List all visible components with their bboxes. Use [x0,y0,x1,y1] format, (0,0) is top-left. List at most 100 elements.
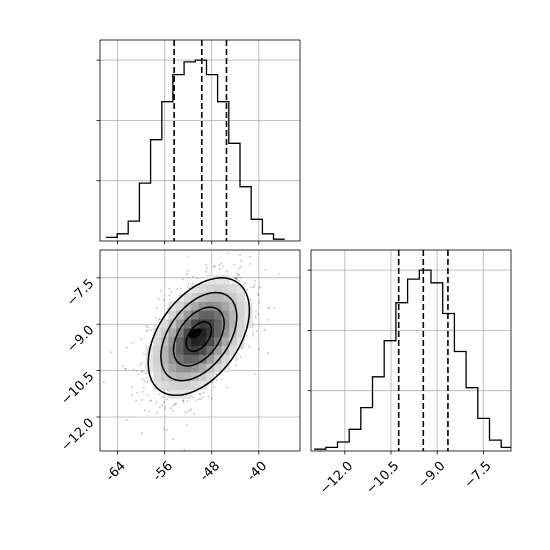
scatter-point [145,376,148,379]
scatter-point [157,297,160,300]
density-cell [236,283,245,294]
density-cell [160,345,170,355]
scatter-point [252,332,255,334]
scatter-point [141,398,144,401]
density-cell [198,292,207,302]
scatter-point [176,288,178,290]
density-cell [183,336,192,346]
scatter-point [188,409,190,412]
density-cell [221,354,230,364]
hist1-quantile-lines [173,40,228,241]
hist2-frame [310,249,512,452]
density-cell [191,363,200,373]
density-cell [236,319,245,329]
scatter-point [266,351,269,354]
density-cell [183,354,192,364]
density-cell [168,354,177,364]
density-cell [206,354,215,364]
scatter-point [253,284,256,287]
density-cell [176,310,185,320]
scatter-point [220,262,223,265]
scatter-point [252,286,255,289]
scatter-point [153,325,156,328]
density-cell [183,363,192,373]
density-cell [198,327,207,338]
density-cell [191,336,200,346]
scatter-point [257,313,259,316]
density-cell [183,345,192,355]
density-cell [198,283,207,294]
scatter-point [137,373,140,376]
density-cell [176,336,185,346]
density-cell [206,292,215,302]
scatter-point [164,407,167,409]
joint-ticks [96,277,260,455]
scatter-point [255,330,258,333]
scatter-point [219,268,221,271]
scatter-point [205,264,208,266]
scatter-point [250,286,253,289]
density-cell [229,336,238,346]
scatter-point [263,329,266,332]
scatter-point [160,289,163,292]
scatter-point [186,285,189,288]
scatter-point [254,280,256,282]
hist2-ticks [307,269,484,455]
scatter-point [136,392,139,394]
scatter-point [186,255,189,258]
scatter-point [175,403,177,405]
density-cell [176,327,185,338]
density-cell [221,327,230,338]
hist2-x-tick-labels: −12.0 −10.5 −9.0 −7.5 [317,459,494,498]
scatter-point [254,316,257,319]
scatter-point [191,396,194,399]
scatter-point [249,263,252,265]
scatter-point [139,364,142,366]
density-cell [145,354,154,364]
scatter-point [126,418,129,421]
scatter-point [149,399,152,402]
scatter-point [239,253,242,256]
scatter-point [154,316,157,319]
scatter-point [186,400,189,402]
scatter-point [236,276,238,279]
scatter-point [125,346,128,349]
density-cell [145,363,154,373]
joint-x-tick-labels: -64 -56 -48 -40 [103,459,270,485]
scatter-point [163,299,165,301]
density-cell [214,319,223,329]
hist2-x-tick-label: −12.0 [317,459,356,498]
scatter-point [147,410,150,413]
scatter-point [258,348,260,351]
density-cell [198,380,207,390]
density-cell [214,327,223,338]
scatter-point [183,448,186,451]
density-cell [168,389,177,399]
density-cell [198,319,207,329]
scatter-point [237,279,240,282]
density-cell [176,363,185,373]
density-cell [214,310,223,320]
density-cell [176,354,185,364]
scatter-point [142,386,145,389]
scatter-point [122,365,124,367]
joint-y-tick-labels: −7.5 −9.0 −10.5 −12.0 [59,277,98,455]
density-cell [221,319,230,329]
scatter-point [212,265,215,267]
density-cell [214,301,223,311]
scatter-point [102,381,105,383]
density-cell [191,292,200,302]
scatter-point [139,337,142,340]
scatter-point [180,297,183,300]
density-cell [198,345,207,355]
density-cell [153,363,162,373]
hist1-step [105,59,285,240]
hist2-x-tick-label: −7.5 [462,459,495,492]
density-cell [229,345,238,355]
scatter-point [198,393,201,395]
scatter-point [235,364,238,367]
density-cell [221,274,230,285]
scatter-point [205,267,208,270]
density-cell [214,283,223,294]
density-cell [221,310,230,320]
